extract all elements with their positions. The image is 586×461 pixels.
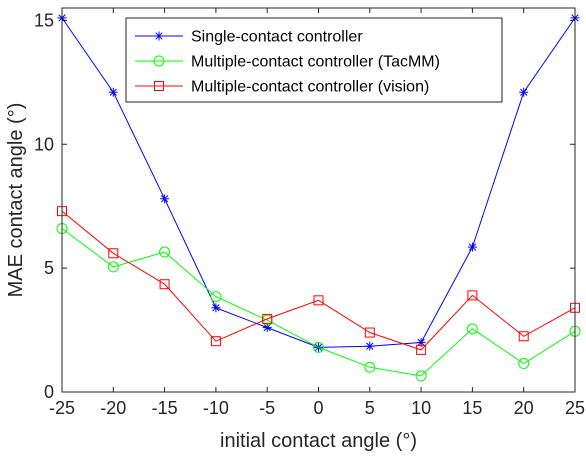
series-line-2 [61,228,576,377]
x-tick-label: 25 [565,398,585,418]
data-point-series-2 [107,261,119,273]
y-tick-label: 10 [34,134,54,154]
legend-marker-3 [154,81,164,91]
marks-layer [56,13,581,382]
x-tick-label: 15 [462,398,482,418]
data-point-series-3 [108,248,119,259]
x-tick-label: -5 [259,398,275,418]
x-tick-label: -25 [49,398,75,418]
data-point-series-2 [210,291,222,303]
data-point-series-1 [262,323,272,333]
data-point-series-3 [210,336,221,347]
legend: Single-contact controller Multiple-contac… [125,17,503,103]
data-point-series-1 [365,341,375,351]
data-point-series-2 [466,323,478,335]
x-axis-title: initial contact angle (°) [220,430,417,452]
data-point-series-3 [416,344,427,355]
data-point-series-2 [313,341,324,353]
data-point-series-1 [108,87,118,97]
legend-marker-1 [154,31,164,41]
y-tick-label: 0 [44,382,54,402]
data-point-series-3 [518,331,529,342]
legend-label-2: Multiple-contact controller (TacMM) [191,54,440,71]
legend-box [125,17,503,103]
data-point-series-2 [159,246,171,258]
data-point-series-3 [364,327,375,338]
data-point-series-1 [160,194,170,204]
data-point-series-2 [415,370,427,382]
x-tick-label: -10 [203,398,229,418]
x-tick-label: 5 [365,398,375,418]
data-point-series-3 [313,295,324,306]
data-point-series-3 [262,313,273,324]
data-point-series-1 [211,303,221,313]
data-point-series-2 [364,361,376,373]
x-tick-label: -20 [100,398,126,418]
x-tick-label: 20 [514,398,534,418]
y-axis-title: MAE contact angle (°) [5,103,27,298]
x-tick-label: 0 [313,398,323,418]
legend-marker-2 [153,55,165,67]
ticks-layer: -25 -20 -15 -10 -5 0 5 10 15 20 25 0 5 10 15 [34,8,585,418]
legend-label-3: Multiple-contact controller (vision) [191,79,429,96]
series-line-3 [61,210,576,351]
legend-label-1: Single-contact controller [191,29,363,46]
data-point-series-1 [467,242,477,252]
y-tick-label: 15 [34,10,54,30]
x-tick-label: 10 [411,398,431,418]
data-point-series-3 [467,290,478,301]
data-point-series-1 [519,87,529,97]
data-point-series-2 [518,358,530,370]
data-point-series-3 [159,279,170,290]
y-tick-label: 5 [44,258,54,278]
data-point-series-1 [416,337,426,347]
x-tick-label: -15 [152,398,178,418]
